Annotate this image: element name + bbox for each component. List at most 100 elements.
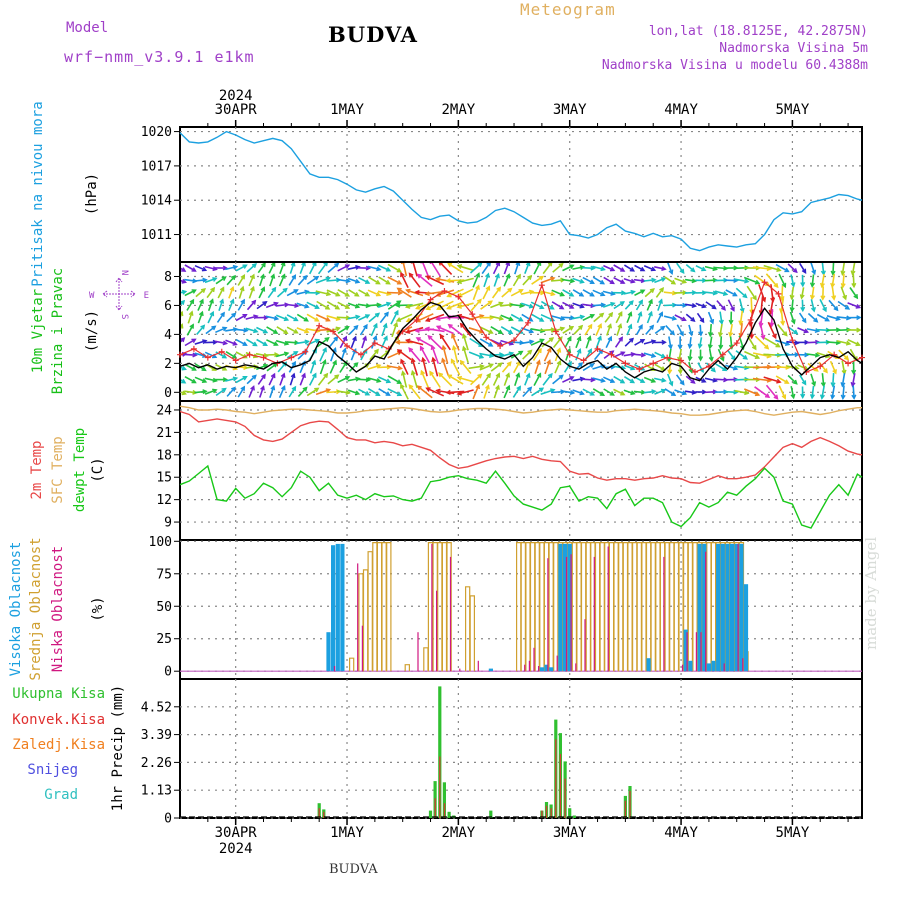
wind-arrow-head bbox=[711, 304, 717, 310]
wind-arrow bbox=[562, 326, 574, 334]
wind-arrow bbox=[275, 352, 289, 358]
wind-arrow-head bbox=[844, 305, 851, 310]
wind-arrow bbox=[337, 326, 350, 334]
wind-arrow-head bbox=[283, 316, 290, 322]
wind-arrow bbox=[472, 285, 480, 301]
wind-arrow-head bbox=[824, 316, 830, 322]
wind-arrow bbox=[613, 276, 625, 284]
wind-gust-marker bbox=[511, 337, 518, 344]
wind-gust-marker bbox=[719, 351, 726, 358]
wind-arrow bbox=[286, 341, 299, 344]
wind-arrow bbox=[797, 327, 809, 333]
wind-arrow-head bbox=[529, 339, 535, 345]
cloud-mid-bar bbox=[367, 551, 373, 672]
wind-arrow bbox=[657, 299, 663, 311]
wind-arrow-head bbox=[202, 277, 208, 283]
wind-arrow bbox=[401, 371, 408, 388]
wind-arrow bbox=[714, 378, 728, 381]
wind-arrow-head bbox=[732, 291, 738, 297]
wind-arrow bbox=[707, 311, 714, 324]
wind-arrow-head bbox=[386, 301, 392, 307]
wind-arrow bbox=[187, 311, 193, 324]
wind-arrow bbox=[400, 384, 409, 400]
wind-arrow-head bbox=[200, 288, 207, 293]
wind-gust-marker bbox=[497, 342, 504, 349]
wind-arrow bbox=[420, 370, 430, 389]
wind-gust-marker bbox=[330, 328, 337, 335]
wind-arrow bbox=[451, 334, 460, 351]
wind-arrow-head bbox=[222, 377, 229, 383]
wind-legend-title: 10m Vjetar bbox=[30, 289, 46, 373]
wind-arrow-head bbox=[687, 356, 693, 362]
cloud-high-bar bbox=[730, 543, 735, 672]
wind-arrow bbox=[840, 286, 847, 300]
wind-arrow-head bbox=[219, 286, 225, 292]
wind-arrow bbox=[400, 272, 409, 289]
wind-arrow-head bbox=[497, 362, 503, 368]
wind-arrow-head bbox=[690, 317, 696, 322]
wind-arrow bbox=[275, 339, 289, 345]
wind-arrow-head bbox=[242, 314, 248, 319]
wind-arrow-head bbox=[270, 273, 276, 279]
wind-arrow-head bbox=[754, 391, 761, 397]
wind-arrow-head bbox=[800, 281, 806, 288]
wind-arrow-head bbox=[569, 278, 576, 284]
wind-arrow bbox=[419, 346, 431, 364]
wind-arrow-head bbox=[250, 385, 255, 391]
y-tick-label: 4 bbox=[164, 328, 172, 343]
wind-arrow-head bbox=[539, 304, 545, 310]
cloud-high-bar bbox=[720, 543, 725, 672]
wind-arrow bbox=[826, 341, 840, 344]
top-axis-year: 2024 bbox=[219, 88, 253, 104]
top-axis-day-label: 30APR bbox=[215, 102, 258, 118]
wind-arrow-head bbox=[630, 390, 636, 396]
wind-arrow bbox=[719, 323, 723, 337]
wind-arrow bbox=[688, 349, 692, 361]
wind-arrow-head bbox=[682, 302, 688, 308]
cloud-high-bar bbox=[702, 543, 707, 672]
wind-arrow-head bbox=[505, 263, 511, 267]
wind-arrow bbox=[760, 296, 764, 315]
wind-arrow bbox=[319, 360, 327, 375]
wind-arrow-head bbox=[202, 389, 208, 395]
wind-arrow bbox=[296, 290, 309, 295]
wind-arrow-head bbox=[462, 333, 467, 339]
wind-gust-marker bbox=[427, 296, 434, 303]
wind-arrow-head bbox=[325, 305, 331, 310]
wind-arrow-head bbox=[410, 369, 416, 376]
wind-arrow-head bbox=[261, 263, 266, 268]
wind-arrow bbox=[296, 313, 309, 322]
wind-arrow-head bbox=[376, 302, 382, 308]
lonlat-info: lon,lat (18.8125E, 42.2875N) bbox=[648, 24, 868, 39]
wind-arrow-head bbox=[776, 267, 782, 272]
wind-arrow-head bbox=[363, 323, 368, 330]
precip-conv-bar bbox=[559, 754, 562, 818]
wind-arrow bbox=[593, 312, 604, 323]
wind-arrow bbox=[534, 360, 541, 374]
wind-arrow bbox=[765, 273, 779, 288]
wind-arrow bbox=[492, 373, 500, 386]
wind-arrow bbox=[226, 387, 236, 397]
wind-arrow bbox=[841, 372, 846, 387]
wind-gust-marker bbox=[260, 354, 267, 361]
wind-arrow bbox=[286, 326, 298, 334]
wind-arrow bbox=[309, 360, 316, 374]
cloud-mid-bar bbox=[608, 542, 615, 672]
wind-arrow-head bbox=[690, 267, 696, 273]
wind-gust-marker bbox=[469, 311, 476, 318]
wind-arrow-head bbox=[609, 279, 615, 285]
precip-conv-bar bbox=[439, 756, 441, 818]
wind-arrow-head bbox=[558, 374, 564, 380]
wind-arrow bbox=[613, 301, 625, 310]
wind-arrow-head bbox=[476, 298, 482, 304]
cloud-high-bar bbox=[688, 660, 693, 672]
wind-arrow bbox=[426, 387, 445, 397]
wind-arrow-head bbox=[456, 303, 462, 309]
wind-arrow-head bbox=[271, 286, 277, 292]
cloud-mid-bar bbox=[423, 647, 429, 672]
wind-arrow-head bbox=[374, 348, 379, 354]
y-tick-label: 12 bbox=[156, 493, 172, 508]
wind-arrow-head bbox=[181, 323, 184, 329]
wind-arrow-head bbox=[508, 329, 514, 335]
wind-arrow-head bbox=[365, 265, 372, 271]
